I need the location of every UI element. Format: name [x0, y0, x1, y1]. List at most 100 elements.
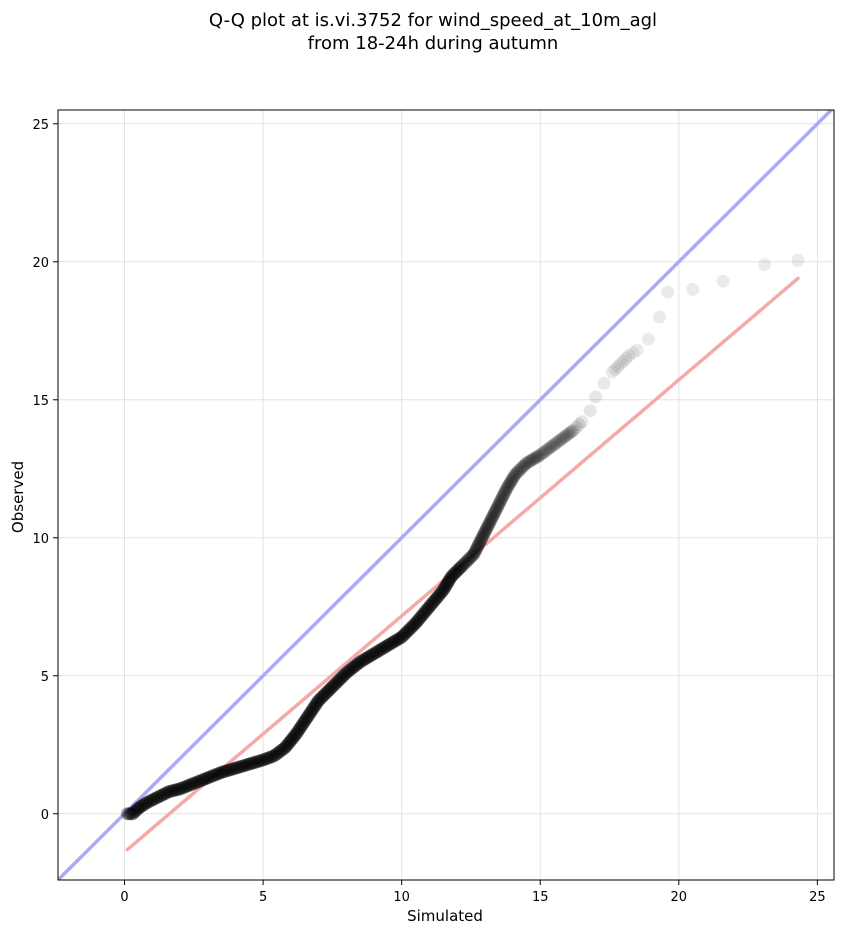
quantile-point: [362, 650, 376, 664]
quantile-point: [264, 750, 278, 764]
quantile-point: [138, 797, 152, 811]
quantile-point: [195, 773, 209, 787]
quantile-point: [359, 651, 373, 665]
quantile-point: [630, 343, 644, 357]
quantile-point: [424, 597, 438, 611]
x-tick-label: 15: [532, 890, 549, 905]
quantile-point: [484, 513, 498, 527]
quantile-point: [206, 769, 220, 783]
quantile-point: [537, 445, 551, 459]
quantile-point: [492, 496, 506, 510]
quantile-point: [439, 578, 453, 592]
quantile-point: [271, 746, 285, 760]
quantile-point: [148, 792, 162, 806]
quantile-point: [397, 628, 411, 642]
quantile-point: [256, 753, 270, 767]
quantile-point: [495, 491, 509, 505]
y-axis-label: Observed: [9, 461, 27, 533]
quantile-point: [262, 751, 276, 765]
quantile-point: [532, 449, 546, 463]
quantile-point: [270, 747, 284, 761]
quantile-point: [385, 636, 399, 650]
quantile-point: [276, 742, 290, 756]
quantile-point: [321, 684, 335, 698]
quantile-point: [356, 653, 370, 667]
quantile-point: [352, 656, 366, 670]
quantile-point: [398, 627, 412, 641]
quantile-point: [309, 697, 323, 711]
quantile-point: [438, 579, 452, 593]
quantile-point: [438, 581, 452, 595]
quantile-point: [501, 479, 515, 493]
x-tick-label: 10: [393, 890, 410, 905]
quantile-point: [661, 285, 675, 299]
quantile-point: [552, 434, 566, 448]
x-tick-label: 20: [671, 890, 688, 905]
x-tick-label: 25: [809, 890, 826, 905]
quantile-point: [326, 679, 340, 693]
quantile-point: [215, 765, 229, 779]
quantile-point: [497, 487, 511, 501]
quantile-point: [310, 696, 324, 710]
quantile-point: [433, 587, 447, 601]
quantile-point: [291, 724, 305, 738]
quantile-point: [273, 744, 287, 758]
quantile-point: [136, 798, 150, 812]
quantile-point: [267, 749, 281, 763]
quantile-point: [505, 472, 519, 486]
quantile-point: [307, 700, 321, 714]
quantile-point: [209, 768, 223, 782]
quantile-point: [460, 554, 474, 568]
quantile-point: [252, 754, 266, 768]
quantile-point: [452, 562, 466, 576]
quantile-point: [230, 761, 244, 775]
quantile-point: [529, 450, 543, 464]
quantile-point: [388, 634, 402, 648]
quantile-point: [213, 766, 227, 780]
quantile-point: [516, 460, 530, 474]
quantile-point: [472, 538, 486, 552]
quantile-point: [142, 794, 156, 808]
quantile-point: [133, 800, 147, 814]
quantile-point: [442, 573, 456, 587]
quantile-point: [515, 461, 529, 475]
quantile-point: [490, 500, 504, 514]
quantile-point: [572, 418, 586, 432]
quantile-point: [203, 770, 217, 784]
quantile-point: [409, 616, 423, 630]
quantile-point: [241, 758, 255, 771]
quantile-point: [339, 666, 353, 680]
quantile-point: [251, 755, 265, 769]
quantile-point: [296, 717, 310, 731]
quantile-point: [521, 456, 535, 470]
quantile-point: [475, 531, 489, 545]
quantile-point: [260, 751, 274, 765]
quantile-point: [494, 494, 508, 508]
quantile-point: [318, 687, 332, 701]
quantile-point: [559, 429, 573, 443]
quantile-point: [180, 779, 194, 793]
quantile-point: [249, 755, 263, 769]
quantile-point: [120, 807, 134, 821]
quantile-point: [134, 800, 148, 814]
quantile-point: [565, 424, 579, 438]
quantile-point: [758, 258, 772, 272]
quantile-point: [130, 802, 144, 816]
quantile-point: [652, 310, 666, 324]
quantile-point: [485, 511, 499, 525]
quantile-point: [246, 756, 260, 770]
quantile-point: [488, 505, 502, 519]
quantile-point: [319, 686, 333, 700]
quantile-point: [418, 605, 432, 619]
quantile-point: [300, 711, 314, 725]
quantile-point: [546, 439, 560, 453]
quantile-point: [173, 782, 187, 796]
quantile-point: [536, 446, 550, 460]
reference-lines: [58, 110, 834, 880]
quantile-point: [476, 529, 490, 543]
quantile-point: [466, 548, 480, 562]
quantile-point: [387, 635, 401, 649]
quantile-point: [323, 682, 337, 696]
quantile-point: [333, 672, 347, 686]
quantile-point: [472, 536, 486, 550]
